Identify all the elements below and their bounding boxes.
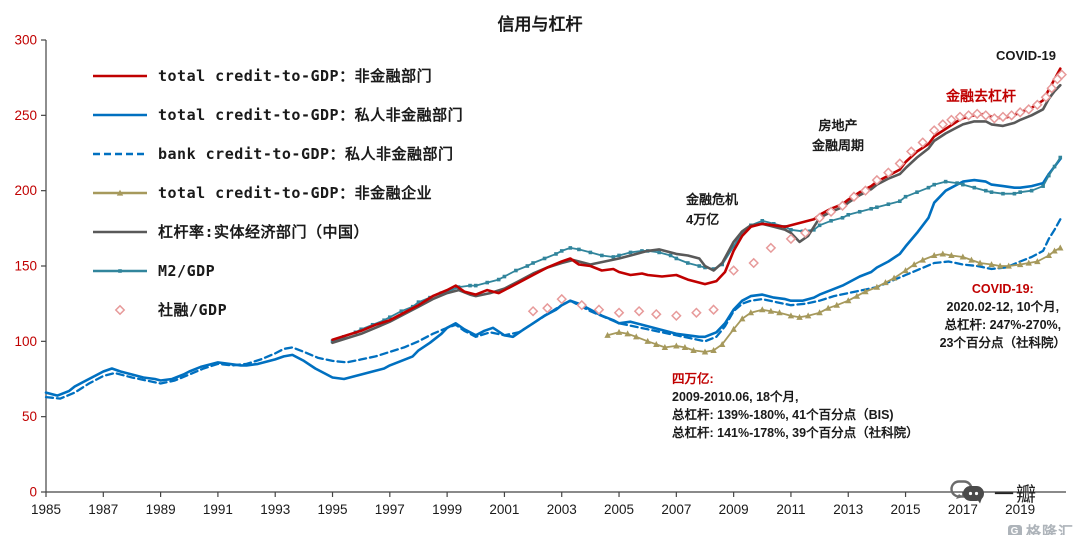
legend-label-leverage_china: 杠杆率:实体经济部门（中国） — [158, 223, 370, 241]
x-tick-label: 1989 — [146, 502, 176, 517]
legend-label-total_credit_private: total credit-to-GDP：私人非金融部门 — [158, 106, 464, 124]
x-tick-label: 2009 — [719, 502, 749, 517]
legend: total credit-to-GDP：非金融部门 total credit-to… — [92, 56, 463, 329]
legend-label-bank_credit_private: bank credit-to-GDP：私人非金融部门 — [158, 145, 454, 163]
x-tick-label: 1985 — [31, 502, 61, 517]
series-nonfin_enterprises — [604, 244, 1064, 355]
legend-sample-total_credit_private — [93, 113, 147, 116]
y-tick-label: 0 — [29, 485, 37, 500]
legend-item-leverage_china: 杠杆率:实体经济部门（中国） — [92, 212, 463, 251]
x-tick-label: 2019 — [1005, 502, 1035, 517]
x-tick-label: 2017 — [948, 502, 978, 517]
x-tick-label: 1987 — [88, 502, 118, 517]
x-tick-label: 1993 — [260, 502, 290, 517]
y-tick-label: 50 — [22, 409, 37, 424]
legend-sample-total_credit_nonfin — [93, 74, 147, 77]
series-social_financing — [527, 69, 1067, 321]
x-tick-label: 1995 — [317, 502, 347, 517]
annotation-covid-top: COVID-19 — [996, 48, 1056, 63]
footer-logo-icon: G — [1007, 524, 1022, 535]
series-leverage_china — [331, 83, 1062, 345]
watermark-brand: 一瓣 — [994, 484, 1038, 506]
x-tick-label: 1999 — [432, 502, 462, 517]
legend-sample-social_financing — [114, 304, 126, 315]
legend-label-total_credit_nonfin: total credit-to-GDP：非金融部门 — [158, 67, 433, 85]
legend-item-total_credit_nonfin: total credit-to-GDP：非金融部门 — [92, 56, 463, 95]
x-tick-label: 2001 — [489, 502, 519, 517]
legend-item-m2_gdp: M2/GDP — [92, 251, 463, 290]
x-tick-label: 2013 — [833, 502, 863, 517]
legend-sample-nonfin_enterprises — [93, 189, 147, 196]
legend-item-nonfin_enterprises: total credit-to-GDP：非金融企业 — [92, 173, 463, 212]
annotation-deleveraging: 金融去杠杆 — [946, 88, 1016, 104]
y-tick-label: 250 — [14, 108, 37, 123]
annotation-property-cycle: 房地产 金融周期 — [812, 118, 865, 153]
legend-item-bank_credit_private: bank credit-to-GDP：私人非金融部门 — [92, 134, 463, 173]
watermark: 一瓣 — [950, 478, 1038, 507]
legend-sample-bank_credit_private — [93, 152, 147, 155]
annotation-crisis: 金融危机 4万亿 — [686, 192, 739, 227]
legend-label-nonfin_enterprises: total credit-to-GDP：非金融企业 — [158, 184, 433, 202]
x-tick-label: 2011 — [776, 502, 805, 517]
chat-bubbles-icon — [950, 479, 984, 503]
chart-title: 信用与杠杆 — [497, 15, 583, 34]
x-tick-label: 1991 — [203, 502, 233, 517]
x-tick-label: 2005 — [604, 502, 634, 517]
x-tick-label: 2007 — [661, 502, 691, 517]
x-tick-label: 2003 — [547, 502, 577, 517]
legend-sample-leverage_china — [93, 230, 147, 233]
legend-label-social_financing: 社融/GDP — [158, 301, 228, 319]
legend-item-total_credit_private: total credit-to-GDP：私人非金融部门 — [92, 95, 463, 134]
y-tick-label: 200 — [14, 183, 37, 198]
annotation-four-trillion: 四万亿: 2009-2010.06, 18个月, 总杠杆: 139%-180%,… — [672, 372, 919, 441]
legend-label-m2_gdp: M2/GDP — [158, 261, 216, 280]
y-tick-label: 150 — [14, 259, 37, 274]
y-tick-label: 300 — [14, 33, 37, 48]
y-tick-label: 100 — [14, 334, 37, 349]
annotation-covid-note: COVID-19: 2020.02-12, 10个月, 总杠杆: 247%-27… — [939, 282, 1066, 351]
x-tick-label: 1997 — [375, 502, 405, 517]
x-tick-label: 2015 — [891, 502, 921, 517]
legend-item-social_financing: 社融/GDP — [92, 290, 463, 329]
legend-sample-m2_gdp — [93, 268, 147, 273]
footer-brand: G 格隆汇 — [1007, 521, 1074, 535]
series-total_credit_private — [44, 157, 1062, 397]
